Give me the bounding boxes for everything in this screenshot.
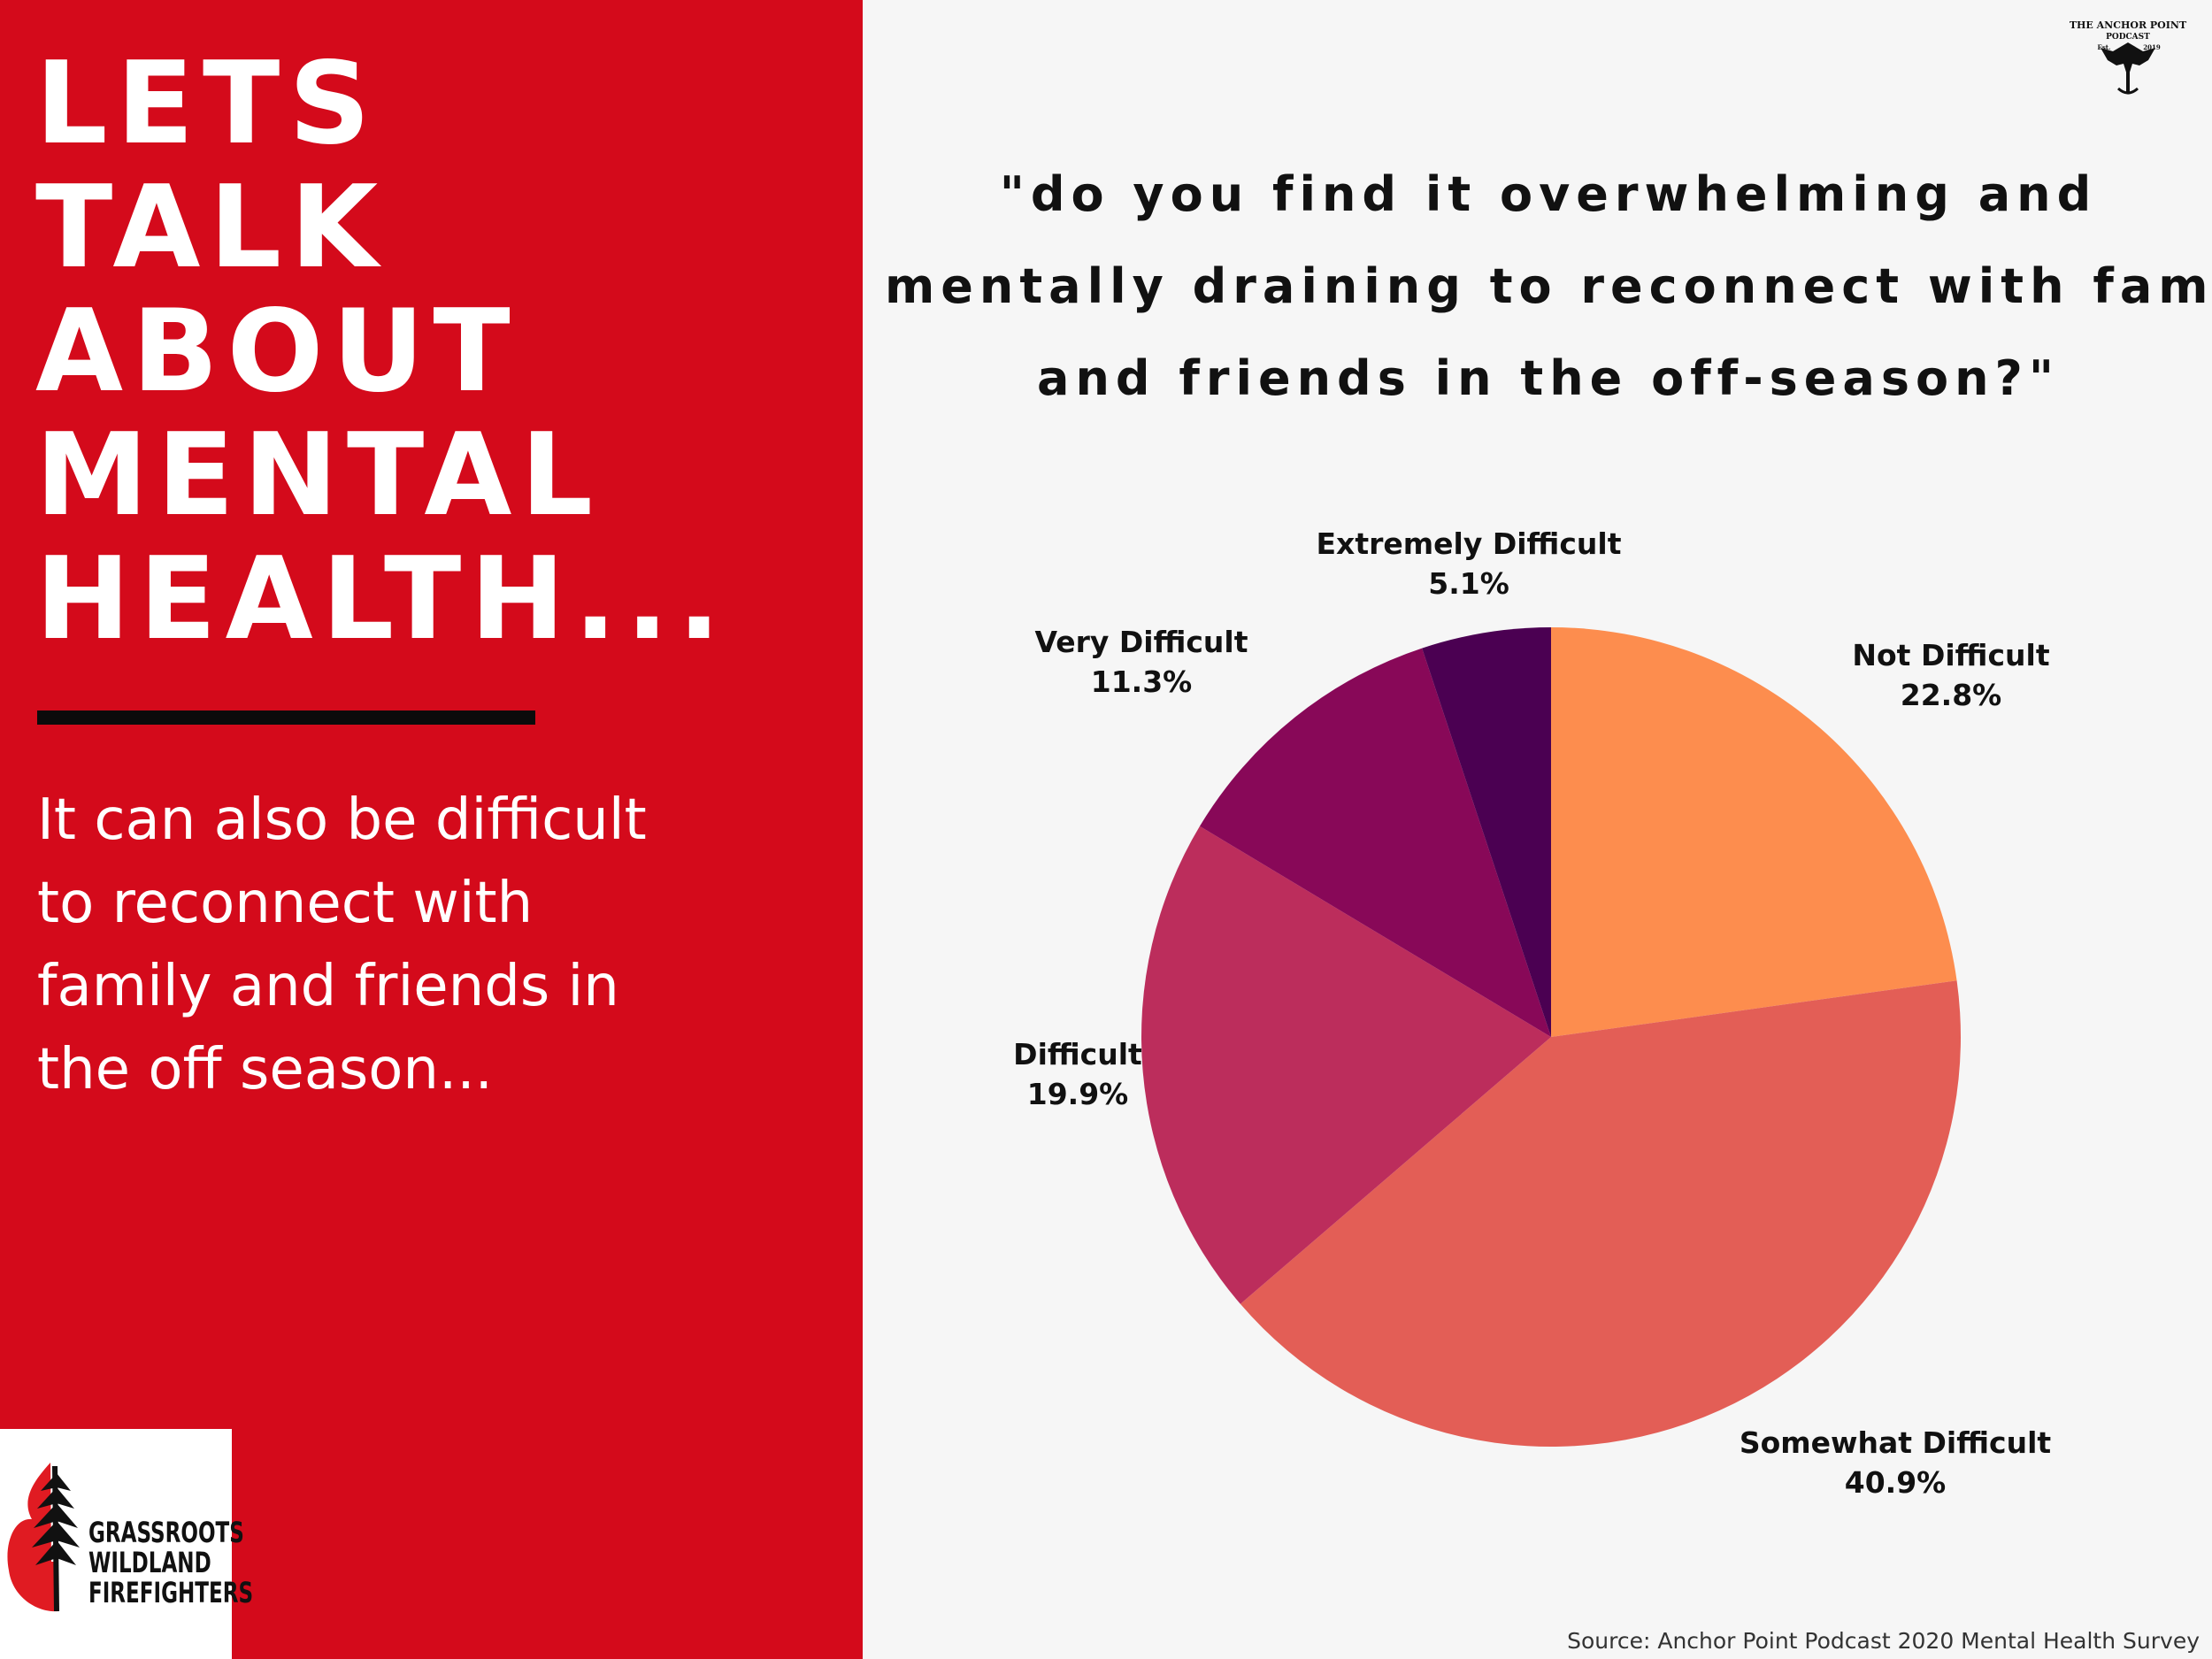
slice-label: Difficult [1013,1037,1142,1071]
body-text-line: to reconnect with [37,871,534,936]
podcast-name: THE ANCHOR POINT [2070,19,2187,31]
headline-line: TALK [35,162,388,294]
headline-line: HEALTH... [35,534,730,665]
body-text-line: the off season... [37,1037,493,1102]
pie-slice-very-difficult [1199,648,1551,1037]
logo-line: FIREFIGHTERS [88,1576,254,1609]
survey-question: "do you find it overwhelming and mentall… [885,149,2212,425]
headline-line: ABOUT [35,286,519,418]
source-note: Source: Anchor Point Podcast 2020 Mental… [1567,1628,2200,1654]
slice-value-label: 11.3% [1091,664,1193,699]
anchor-point-podcast-logo: THE ANCHOR POINT PODCAST Est. 2019 [2070,19,2187,95]
question-line: mentally draining to reconnect with fami… [885,258,2212,314]
body-text-line: It can also be difficult [37,787,647,853]
podcast-year: 2019 [2143,43,2161,51]
slice-label: Somewhat Difficult [1740,1425,2052,1460]
divider [37,710,535,725]
headline: LETS TALK ABOUT MENTAL HEALTH... [35,42,729,662]
slice-value-label: 22.8% [1901,678,2002,712]
eagle-anchor-icon [2101,42,2155,95]
podcast-sub: PODCAST [2106,33,2150,42]
slice-value-label: 40.9% [1845,1465,1947,1500]
headline-line: MENTAL [35,410,602,541]
body-text-line: family and friends in [37,954,619,1019]
question-line: "do you find it overwhelming and [999,166,2098,222]
pie-slice-difficult [1141,826,1551,1304]
slice-label: Not Difficult [1852,638,2049,672]
logo-line: WILDLAND [88,1546,211,1579]
slice-label: Very Difficult [1034,625,1248,659]
question-line: and friends in the off-season?" [1037,350,2060,406]
podcast-est: Est. [2098,43,2111,51]
slice-value-label: 19.9% [1027,1077,1129,1111]
left-panel: LETS TALK ABOUT MENTAL HEALTH... It can … [0,0,863,1659]
grassroots-logo: GRASSROOTS WILDLAND FIREFIGHTERS [0,1429,253,1659]
logo-line: GRASSROOTS [88,1516,244,1549]
slice-value-label: 5.1% [1428,566,1509,601]
pie-slice-somewhat-difficult [1240,980,1961,1447]
pie-slice-extremely-difficult [1422,627,1551,1037]
headline-line: LETS [35,38,380,170]
slice-label: Extremely Difficult [1317,526,1622,561]
flame-tree-icon [7,1463,80,1612]
pie-slice-not-difficult [1551,627,1957,1037]
body-text: It can also be difficult to reconnect wi… [37,779,674,1111]
logo-text: GRASSROOTS WILDLAND FIREFIGHTERS [88,1517,253,1608]
